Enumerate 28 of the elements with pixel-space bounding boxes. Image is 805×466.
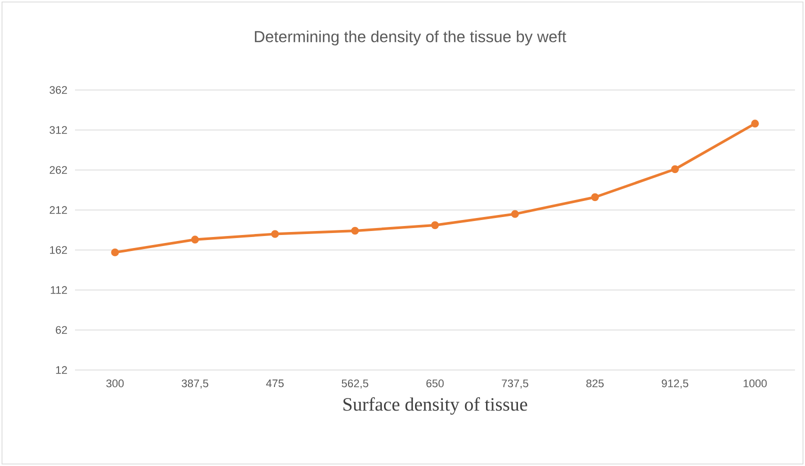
y-tick-label: 212 — [50, 206, 67, 214]
x-tick-label: 300 — [106, 380, 124, 388]
x-tick-label: 562,5 — [342, 380, 368, 389]
point — [431, 221, 439, 230]
y-tick-label: 262 — [50, 166, 67, 174]
point — [671, 165, 679, 174]
x-tick-label: 912,5 — [662, 380, 688, 389]
y-tick-label: 362 — [50, 86, 67, 94]
point — [511, 210, 519, 218]
point — [351, 226, 359, 235]
point — [751, 120, 759, 128]
y-tick-label: 62 — [56, 326, 67, 334]
x-axis-title: Surface density of tissue — [343, 397, 528, 415]
point — [191, 236, 199, 244]
x-tick-label: 650 — [426, 380, 444, 388]
x-tick-label: 825 — [586, 380, 604, 388]
x-tick-label: 1000 — [744, 380, 767, 388]
point — [111, 248, 119, 256]
y-tick-label: 112 — [50, 286, 67, 294]
y-tick-label: 12 — [56, 366, 67, 374]
point — [591, 193, 599, 202]
point — [271, 230, 279, 238]
x-tick-label: 387,5 — [182, 380, 208, 389]
chart-title: Determining the density of the tissue by weft — [254, 30, 566, 46]
x-tick-label: 737,5 — [502, 380, 528, 389]
y-tick-label: 162 — [50, 246, 67, 254]
y-tick-label: 312 — [50, 126, 67, 134]
x-tick-label: 475 — [266, 380, 284, 388]
